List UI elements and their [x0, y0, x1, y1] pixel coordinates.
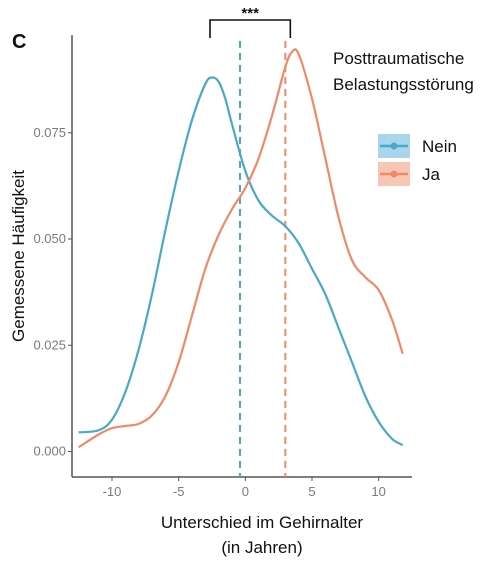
y-axis-title: Gemessene Häufigkeit [9, 170, 28, 342]
legend-title-line2: Belastungsstörung [333, 75, 474, 94]
x-axis-title: Unterschied im Gehirnalter [161, 513, 364, 532]
plot-area: 0.000 0.025 0.050 0.075 -10 -5 0 5 10 [33, 35, 412, 499]
x-tick-label: 5 [308, 484, 315, 499]
legend: Posttraumatische Belastungsstörung Nein J… [333, 49, 474, 186]
y-tick-label: 0.025 [33, 337, 66, 352]
y-ticks: 0.000 0.025 0.050 0.075 [33, 125, 72, 459]
y-tick-label: 0.000 [33, 444, 66, 459]
legend-title-line1: Posttraumatische [333, 49, 464, 68]
legend-key-dot-0 [390, 142, 398, 150]
legend-label-0: Nein [422, 137, 457, 156]
legend-key-dot-1 [390, 170, 398, 178]
series-lines [78, 48, 404, 449]
x-axis-title-line2: (in Jahren) [221, 538, 302, 557]
significance-bracket-line [209, 19, 292, 38]
x-tick-label: -10 [103, 484, 122, 499]
x-tick-label: -5 [173, 484, 185, 499]
density-line-0 [78, 76, 404, 447]
density-line-1 [78, 48, 404, 449]
legend-items: Nein Ja [378, 134, 457, 186]
x-tick-label: 0 [242, 484, 249, 499]
y-tick-label: 0.050 [33, 231, 66, 246]
x-tick-label: 10 [371, 484, 385, 499]
mean-lines [239, 41, 287, 477]
panel-label: C [12, 31, 26, 53]
significance-label: *** [241, 5, 259, 22]
legend-label-1: Ja [422, 165, 441, 184]
x-ticks: -10 -5 0 5 10 [103, 477, 386, 499]
y-tick-label: 0.075 [33, 125, 66, 140]
significance-bracket: *** [209, 5, 292, 38]
